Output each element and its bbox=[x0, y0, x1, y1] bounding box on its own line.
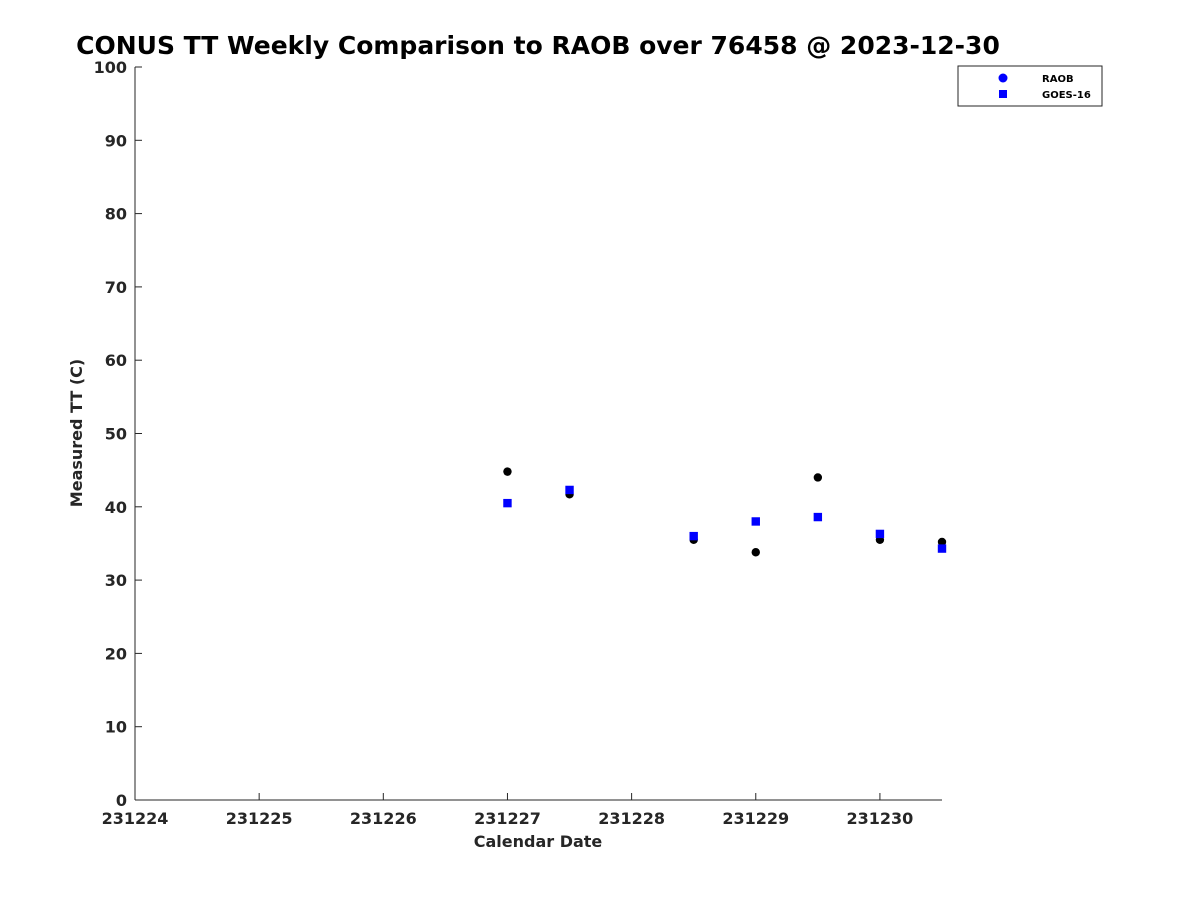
plot-points bbox=[503, 467, 947, 557]
chart-title: CONUS TT Weekly Comparison to RAOB over … bbox=[76, 31, 1000, 60]
y-tick-label: 10 bbox=[105, 718, 127, 737]
y-tick-label: 60 bbox=[105, 351, 127, 370]
y-tick-label: 80 bbox=[105, 205, 127, 224]
y-ticks: 0 10 20 30 40 50 60 70 80 90 100 bbox=[94, 58, 142, 810]
x-tick-label: 231224 bbox=[102, 809, 169, 828]
legend-label: RAOB bbox=[1042, 74, 1074, 85]
x-tick-label: 231230 bbox=[847, 809, 914, 828]
goes16-point bbox=[503, 498, 512, 508]
y-tick-label: 50 bbox=[105, 425, 127, 444]
goes16-point bbox=[689, 531, 698, 541]
x-tick-label: 231227 bbox=[474, 809, 541, 828]
y-tick-label: 40 bbox=[105, 498, 127, 517]
x-tick-label: 231226 bbox=[350, 809, 417, 828]
goes16-point bbox=[937, 544, 947, 553]
x-tick-label: 231229 bbox=[722, 809, 789, 828]
goes16-point bbox=[813, 512, 823, 522]
raob-point bbox=[813, 473, 823, 482]
y-tick-label: 20 bbox=[105, 644, 127, 663]
y-tick-label: 30 bbox=[105, 571, 127, 590]
legend-marker-goes16 bbox=[999, 90, 1007, 98]
raob-point bbox=[503, 467, 512, 476]
legend-label: GOES-16 bbox=[1042, 90, 1091, 101]
x-tick-label: 231225 bbox=[226, 809, 293, 828]
x-axis-label: Calendar Date bbox=[474, 832, 603, 851]
goes16-point bbox=[565, 485, 574, 495]
y-tick-label: 90 bbox=[105, 131, 127, 150]
goes16-point bbox=[875, 529, 885, 539]
legend-marker-raob bbox=[998, 73, 1008, 83]
goes16-point bbox=[751, 517, 760, 526]
y-tick-label: 70 bbox=[105, 278, 127, 297]
raob-point bbox=[937, 537, 947, 547]
x-ticks: 231224 231225 231226 231227 231228 231229 2312… bbox=[102, 793, 914, 828]
y-tick-label: 0 bbox=[116, 791, 127, 810]
legend-box bbox=[957, 65, 1103, 107]
legend: RAOB GOES-16 bbox=[957, 65, 1103, 107]
raob-point bbox=[751, 548, 760, 557]
x-tick-label: 231228 bbox=[598, 809, 665, 828]
y-axis-label: Measured TT (C) bbox=[67, 359, 86, 507]
legend-entries: RAOB GOES-16 bbox=[998, 73, 1091, 101]
y-tick-label: 100 bbox=[94, 58, 127, 77]
